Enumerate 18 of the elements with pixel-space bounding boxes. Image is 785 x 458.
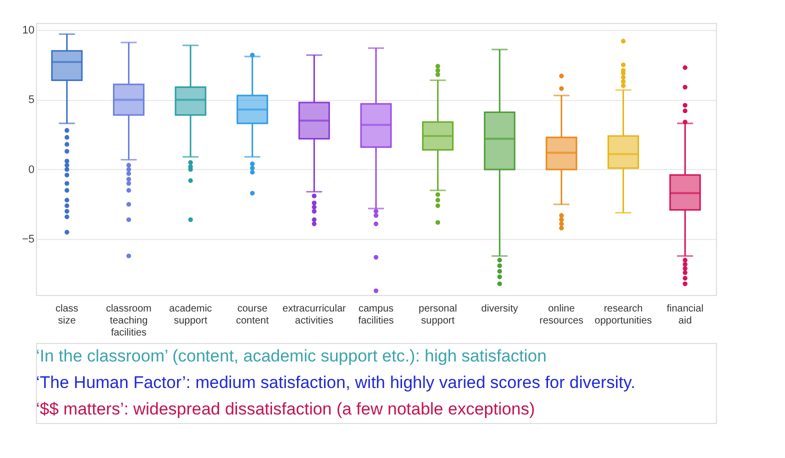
x-tick-label: research opportunities <box>594 304 652 326</box>
text: ‘$$ matters’: widespread dissatisfaction (a few notable exceptions) <box>36 400 535 419</box>
x-tick-label: academic support <box>169 304 212 326</box>
x-tick-label: course content <box>236 304 269 326</box>
y-tick-label: 0 <box>28 164 34 176</box>
y-tick-label: 5 <box>28 94 34 106</box>
x-tick-label: classroom teaching facilities <box>106 304 152 338</box>
x-tick-label: personal support <box>418 304 457 326</box>
y-tick-label: −5 <box>22 234 34 246</box>
x-tick-label: class size <box>56 304 78 326</box>
text: ‘In the classroom’ (content, academic support etc.): high satisfaction <box>36 346 547 366</box>
x-tick-label: financial aid <box>666 304 704 326</box>
text: ‘The Human Factor’: medium satisfaction, with highly varied scores for diversity. <box>36 373 636 392</box>
x-tick-label: online resources <box>540 304 584 326</box>
y-tick-label: 10 <box>22 24 34 36</box>
x-tick-label: extracurricular activities <box>282 304 347 326</box>
x-tick-label: campus facilities <box>358 304 394 326</box>
x-tick-label: diversity <box>481 304 518 314</box>
